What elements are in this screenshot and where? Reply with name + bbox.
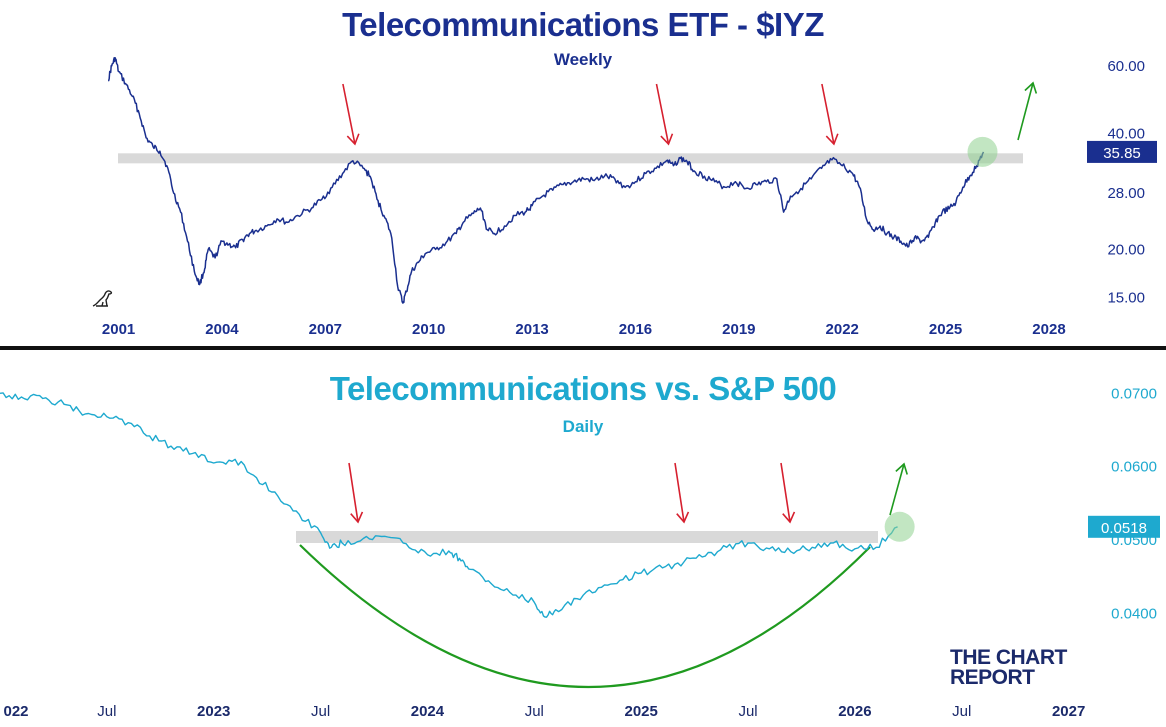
breakout-circle bbox=[884, 511, 915, 542]
rounding-bottom-arc bbox=[299, 544, 871, 688]
x-tick-label: Jul bbox=[525, 703, 544, 720]
x-tick-label: 2025 bbox=[624, 703, 657, 720]
resistance-arrow-3-head bbox=[825, 133, 839, 146]
x-tick-label: Jul bbox=[97, 703, 116, 720]
resistance-arrow-2 bbox=[655, 83, 670, 145]
last-value-text: 35.85 bbox=[1103, 145, 1141, 162]
resistance-arrow-2-head bbox=[676, 511, 690, 524]
x-tick-label: 022 bbox=[3, 703, 28, 720]
x-tick-label: Jul bbox=[311, 703, 330, 720]
y-tick-label: 0.0400 bbox=[1111, 605, 1157, 622]
resistance-arrow-1-head bbox=[346, 133, 360, 146]
y-tick-label: 15.00 bbox=[1107, 289, 1145, 306]
resistance-arrow-1 bbox=[342, 83, 356, 145]
weekly-chart-subtitle: Weekly bbox=[553, 50, 613, 69]
x-tick-label: Jul bbox=[952, 703, 971, 720]
logo-line-1: THE CHART bbox=[950, 646, 1067, 669]
resistance-arrow-2-head bbox=[660, 133, 674, 146]
x-tick-label: 2023 bbox=[197, 703, 230, 720]
x-tick-label: 2025 bbox=[929, 321, 962, 338]
x-tick-label: 2026 bbox=[838, 703, 871, 720]
daily-chart-subtitle: Daily bbox=[562, 417, 604, 436]
y-tick-label: 0.0700 bbox=[1111, 385, 1157, 402]
x-tick-label: 2022 bbox=[826, 321, 859, 338]
weekly-chart-svg: 60.00 40.00 28.00 20.00 15.00 35.85 2001 2004 20… bbox=[102, 57, 1157, 338]
ratio-line bbox=[0, 392, 898, 618]
logo-line-2: REPORT bbox=[950, 666, 1035, 689]
breakout-up-arrow bbox=[1017, 82, 1034, 141]
resistance-arrow-3 bbox=[780, 462, 791, 523]
daily-chart-title: Telecommunications vs. S&P 500 bbox=[329, 370, 837, 407]
breakout-circle bbox=[967, 136, 998, 167]
resistance-arrow-3 bbox=[821, 83, 835, 145]
y-tick-label: 0.0600 bbox=[1111, 459, 1157, 476]
resistance-band bbox=[118, 153, 1023, 164]
x-tick-label: Jul bbox=[738, 703, 757, 720]
x-tick-label: 2028 bbox=[1032, 321, 1065, 338]
resistance-arrow-1-head bbox=[350, 511, 364, 524]
y-tick-label: 20.00 bbox=[1107, 241, 1145, 258]
panel-divider bbox=[0, 346, 1166, 350]
daily-chart-panel: 0.0700 0.0600 0.0500 0.0400 0.0518 022 Jul 2023… bbox=[0, 350, 1166, 727]
chart-report-logo: THE CHART REPORT bbox=[950, 646, 1067, 689]
breakout-up-arrow bbox=[889, 463, 905, 516]
x-tick-label: 2027 bbox=[1052, 703, 1085, 720]
x-tick-label: 2013 bbox=[515, 321, 548, 338]
y-tick-label: 40.00 bbox=[1107, 126, 1145, 143]
breakout-up-arrow-head bbox=[1024, 81, 1038, 94]
resistance-arrow-1 bbox=[348, 462, 359, 523]
x-tick-label: 2001 bbox=[102, 321, 135, 338]
x-tick-label: 2010 bbox=[412, 321, 445, 338]
x-tick-label: 2007 bbox=[309, 321, 342, 338]
weekly-chart-panel: 60.00 40.00 28.00 20.00 15.00 35.85 2001 2004 20… bbox=[0, 0, 1166, 347]
x-tick-label: 2024 bbox=[411, 703, 445, 720]
x-tick-label: 2016 bbox=[619, 321, 652, 338]
weekly-chart-title: Telecommunications ETF - $IYZ bbox=[342, 6, 824, 43]
last-value-badge bbox=[1087, 140, 1157, 163]
resistance-band bbox=[296, 531, 878, 543]
y-tick-label: 60.00 bbox=[1107, 58, 1145, 75]
last-value-text: 0.0518 bbox=[1101, 520, 1147, 537]
breakout-up-arrow-head bbox=[895, 462, 908, 475]
resistance-arrow-3-head bbox=[782, 511, 796, 524]
dinosaur-icon bbox=[92, 290, 113, 307]
resistance-arrow-2 bbox=[674, 462, 685, 523]
iyz-price-line bbox=[107, 57, 985, 304]
x-tick-label: 2019 bbox=[722, 321, 755, 338]
y-tick-label: 28.00 bbox=[1107, 185, 1145, 202]
x-tick-label: 2004 bbox=[205, 321, 239, 338]
last-value-badge bbox=[1088, 515, 1160, 538]
